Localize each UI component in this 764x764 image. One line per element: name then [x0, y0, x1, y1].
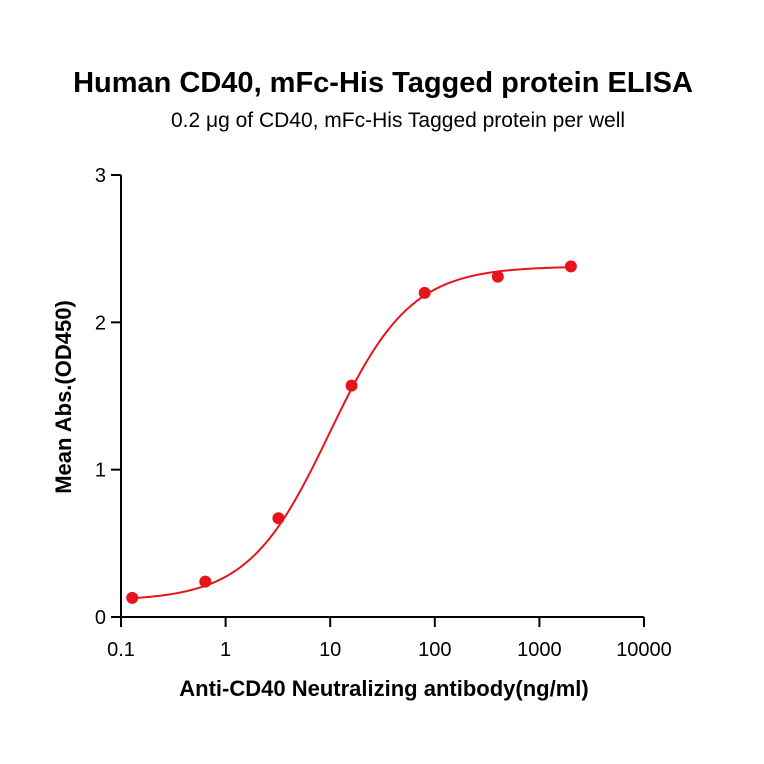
y-tick-label: 3 — [95, 165, 106, 187]
axes — [120, 175, 644, 618]
data-point — [345, 379, 358, 392]
x-tick-label: 1000 — [517, 639, 562, 661]
x-tick-label: 0.1 — [107, 639, 135, 661]
data-point — [491, 270, 504, 283]
y-axis-ticks: 0 1 2 3 — [95, 165, 121, 629]
x-axis-label: Anti-CD40 Neutralizing antibody(ng/ml) — [179, 676, 588, 701]
y-tick-label: 0 — [95, 607, 106, 629]
y-tick-label: 2 — [95, 312, 106, 334]
y-axis-label: Mean Abs.(OD450) — [51, 300, 76, 494]
data-point — [199, 575, 212, 588]
x-axis-ticks: 0.1 1 10 100 1000 10000 — [107, 617, 672, 661]
chart-title: Human CD40, mFc-His Tagged protein ELISA — [73, 67, 693, 99]
fit-curve — [132, 266, 571, 600]
data-point — [564, 260, 577, 273]
data-point — [418, 286, 431, 299]
y-tick-label: 1 — [95, 460, 106, 482]
x-tick-label: 1 — [220, 639, 231, 661]
chart-subtitle: 0.2 μg of CD40, mFc-His Tagged protein p… — [171, 109, 625, 132]
x-tick-label: 10000 — [616, 639, 672, 661]
data-point — [272, 512, 285, 525]
x-tick-label: 100 — [418, 639, 451, 661]
data-point — [126, 591, 139, 604]
x-tick-label: 10 — [319, 639, 341, 661]
data-points — [126, 260, 577, 604]
